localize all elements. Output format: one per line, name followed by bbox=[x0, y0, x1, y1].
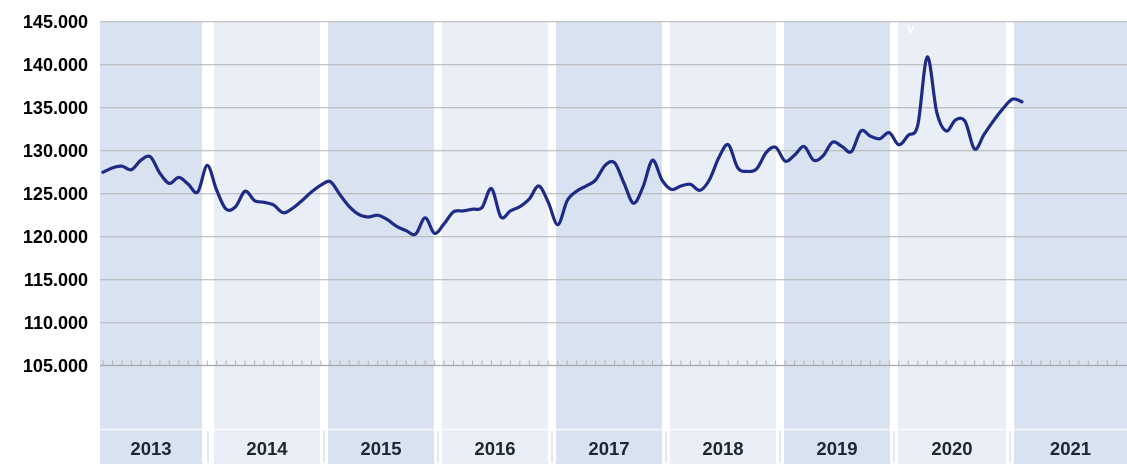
y-axis-label-145.000: 145.000 bbox=[23, 12, 88, 32]
x-axis-year-label-2017: 2017 bbox=[588, 438, 629, 459]
y-axis-label-105.000: 105.000 bbox=[23, 356, 88, 376]
x-axis-year-label-2016: 2016 bbox=[474, 438, 515, 459]
data-line bbox=[101, 55, 1024, 237]
y-axis-label-140.000: 140.000 bbox=[23, 55, 88, 75]
x-axis-year-label-2020: 2020 bbox=[931, 438, 972, 459]
x-axis-year-label-2019: 2019 bbox=[816, 438, 857, 459]
y-axis-label-135.000: 135.000 bbox=[23, 98, 88, 118]
year-band-2018 bbox=[670, 21, 776, 464]
year-band-2014 bbox=[214, 21, 320, 464]
year-band-2021 bbox=[1014, 21, 1127, 464]
year-band-2015 bbox=[328, 21, 434, 464]
y-axis-label-125.000: 125.000 bbox=[23, 184, 88, 204]
x-axis-year-label-2015: 2015 bbox=[360, 438, 401, 459]
year-band-2020 bbox=[898, 21, 1006, 464]
year-band-2017 bbox=[556, 21, 662, 464]
x-axis-year-label-2013: 2013 bbox=[130, 438, 171, 459]
x-axis-year-label-2021: 2021 bbox=[1050, 438, 1091, 459]
y-axis-label-120.000: 120.000 bbox=[23, 227, 88, 247]
x-axis-year-label-2014: 2014 bbox=[246, 438, 288, 459]
x-axis-year-label-2018: 2018 bbox=[702, 438, 743, 459]
y-axis-label-130.000: 130.000 bbox=[23, 141, 88, 161]
year-band-2019 bbox=[784, 21, 890, 464]
y-axis-label-110.000: 110.000 bbox=[24, 313, 88, 333]
y-axis-label-115.000: 115.000 bbox=[24, 270, 88, 290]
year-band-2013 bbox=[100, 21, 202, 464]
year-band-2016 bbox=[442, 21, 548, 464]
